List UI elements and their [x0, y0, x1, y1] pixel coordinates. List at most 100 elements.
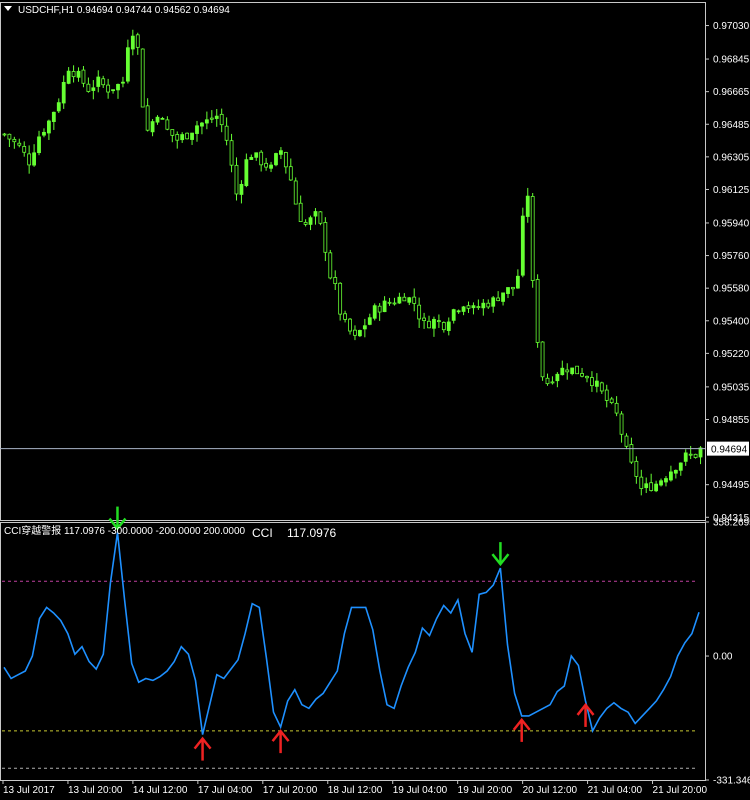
candle-body [234, 164, 239, 195]
candle-body [106, 84, 111, 93]
time-axis-label: 19 Jul 20:00 [458, 785, 513, 796]
chart-menu-caret-icon[interactable] [4, 6, 12, 11]
candle-body [624, 435, 629, 447]
candle-body [372, 305, 377, 319]
candle-body [76, 70, 81, 78]
price-pane[interactable]: 0.97030 0.96845 0.96665 0.96485 0.96305 0.961… [0, 2, 750, 524]
candle-body [634, 460, 639, 477]
candle-body [66, 70, 71, 84]
price-axis-label: 0.95940 [713, 218, 750, 229]
candle-body [614, 402, 619, 414]
buy-signal-arrow [512, 717, 531, 742]
candle-body [664, 478, 668, 483]
candle-body [288, 166, 293, 181]
candle-body [279, 150, 283, 155]
candle-body [402, 296, 407, 302]
candle-body [244, 159, 249, 187]
sell-signal-arrow [108, 506, 127, 531]
candle-body [51, 111, 56, 122]
candle-body [219, 113, 224, 126]
candle-body [7, 133, 12, 140]
candle-body [333, 277, 338, 285]
candle-body [417, 304, 422, 320]
candle-body [229, 140, 234, 166]
candle-body [298, 202, 303, 222]
candle-body [224, 125, 229, 141]
candle-body [353, 329, 357, 336]
candle-body [673, 469, 678, 474]
candle-body [214, 115, 219, 119]
candle-body [274, 153, 278, 166]
candle-body [476, 306, 481, 308]
candle-body [367, 317, 372, 325]
candle-body [520, 215, 525, 276]
price-pane-frame [0, 2, 706, 521]
candle-body [397, 296, 402, 304]
candle-body [565, 369, 570, 373]
time-axis-label: 14 Jul 12:00 [133, 785, 188, 796]
candle-body [530, 196, 535, 281]
buy-signal-arrow [271, 729, 290, 754]
candle-body [249, 156, 254, 160]
price-axis-label: 0.96845 [713, 55, 750, 66]
candle-body [570, 367, 575, 375]
candle-body [71, 71, 76, 78]
time-axis-label: 21 Jul 20:00 [653, 785, 708, 796]
cci-axis-label: -331.3462 [713, 776, 750, 787]
candle-body [387, 301, 392, 304]
candle-body [145, 105, 150, 131]
price-axis-label: 0.96485 [713, 120, 750, 131]
candle-body [264, 162, 269, 168]
cci-axis-label: 0.00 [713, 652, 733, 663]
candle-body [688, 453, 693, 456]
candle-body [407, 297, 412, 303]
candle-body [140, 48, 145, 108]
candle-body [121, 81, 125, 84]
cci-axis-label: 358.2695 [713, 518, 750, 529]
candle-body [358, 330, 362, 337]
candle-body [125, 47, 130, 82]
candle-body [165, 119, 170, 130]
candle-body [441, 322, 446, 331]
candle-body [535, 279, 540, 343]
candle-body [659, 480, 663, 486]
candle-body [259, 151, 264, 166]
candle-body [200, 122, 204, 127]
price-axis-label: 0.95580 [713, 284, 750, 295]
candle-body [27, 153, 32, 166]
candle-body [269, 164, 273, 169]
time-axis-label: 13 Jul 2017 [3, 785, 55, 796]
candle-body [644, 483, 649, 489]
candle-body [550, 381, 555, 384]
candle-body [427, 320, 431, 329]
candle-body [639, 476, 644, 489]
candle-body [190, 132, 194, 140]
candle-body [693, 453, 698, 458]
candle-body [155, 116, 160, 123]
candle-body [481, 302, 486, 309]
candle-body [56, 102, 61, 112]
candle-body [328, 252, 333, 279]
candle-body [32, 152, 36, 166]
time-axis: 13 Jul 2017 13 Jul 20:00 14 Jul 12:00 17 Ju… [2, 780, 708, 796]
candle-body [2, 133, 7, 136]
candle-body [575, 365, 580, 375]
time-axis-label: 21 Jul 04:00 [588, 785, 643, 796]
time-axis-label: 20 Jul 12:00 [523, 785, 578, 796]
candle-body [654, 483, 659, 492]
candle-body [604, 389, 609, 401]
candle-body [239, 183, 244, 195]
price-axis-label: 0.96665 [713, 87, 750, 98]
candle-body [254, 152, 259, 158]
candle-body [432, 318, 436, 329]
candle-body [555, 373, 560, 382]
candle-body [323, 222, 328, 253]
candle-body [629, 444, 634, 463]
cci-value-label: 117.0976 [287, 526, 336, 540]
candle-body [37, 136, 41, 154]
price-axis-label: 0.95220 [713, 349, 750, 360]
candle-body [678, 462, 683, 471]
buy-signal-arrow [576, 702, 595, 727]
cci-pane[interactable]: 358.2695 0.00 -331.3462 [0, 506, 750, 787]
candle-body [150, 121, 155, 133]
